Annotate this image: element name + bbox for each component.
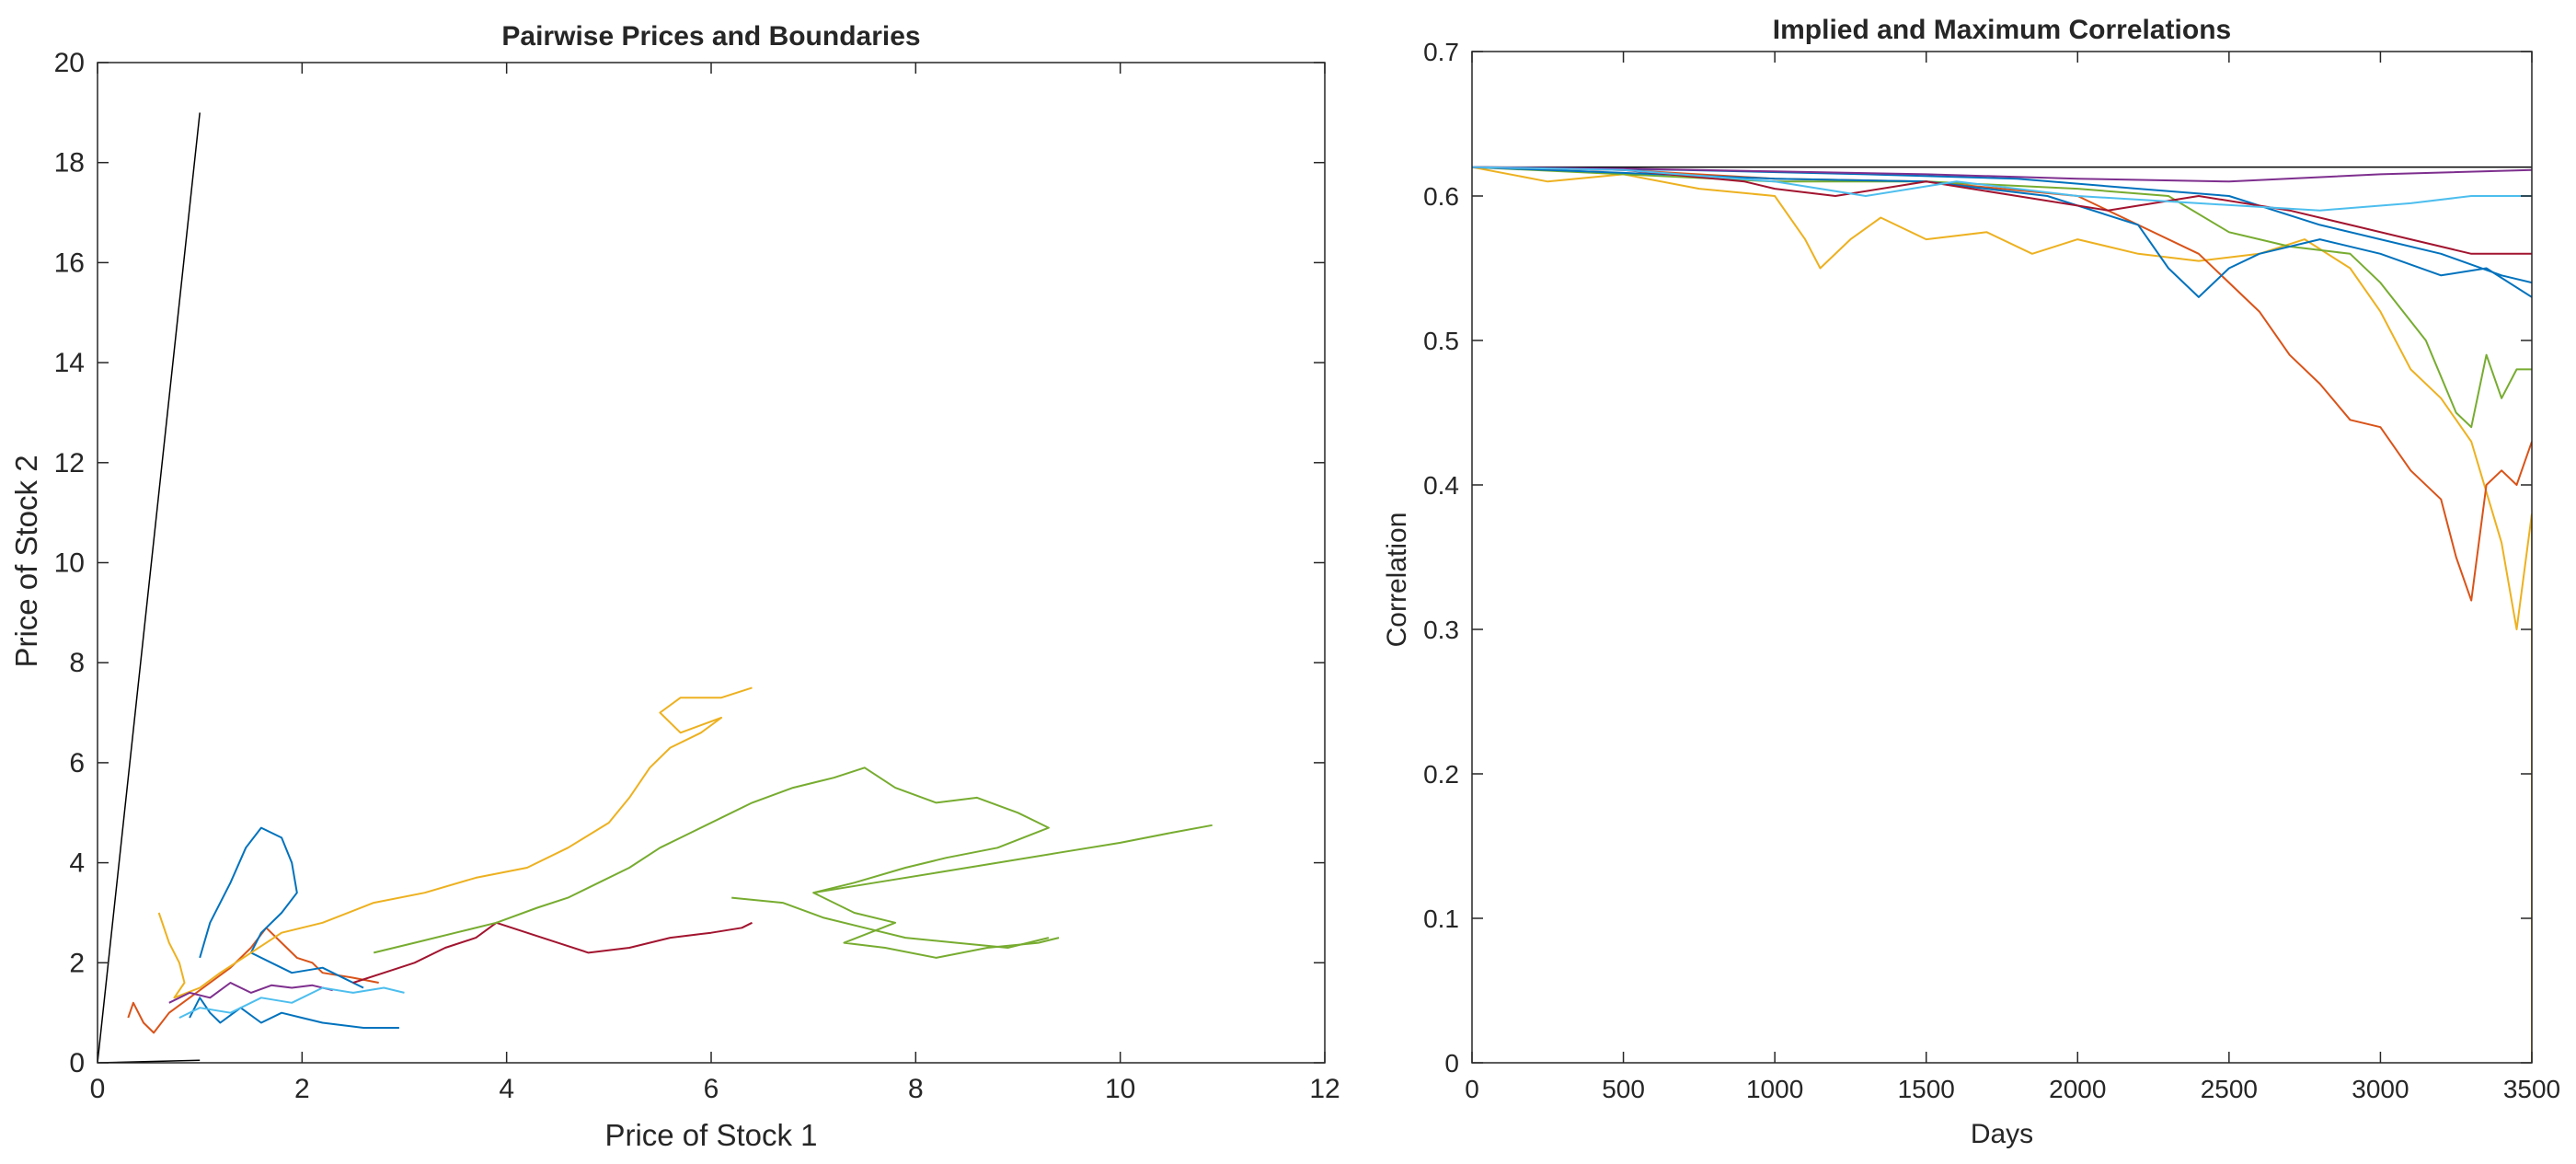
left-chart-series-line-9 <box>373 766 1060 959</box>
left-chart-series-line-8 <box>352 921 753 984</box>
left-chart-plot-area <box>98 112 1213 1063</box>
right-chart-title: Implied and Maximum Correlations <box>1773 15 2231 45</box>
right-chart-ytick-label-4: 0.4 <box>1423 471 1459 500</box>
left-chart-ytick-label-6: 12 <box>54 448 85 478</box>
left-chart-title: Pairwise Prices and Boundaries <box>501 21 920 52</box>
right-chart-xtick-label-7: 3500 <box>2503 1075 2560 1103</box>
left-chart-xtick-label-2: 4 <box>499 1074 514 1104</box>
left-chart-series-line-10 <box>813 824 1213 894</box>
left-chart-xtick-label-1: 2 <box>294 1074 310 1104</box>
right-chart-ylabel: Correlation <box>1382 513 1412 648</box>
right-chart-ytick-label-1: 0.1 <box>1423 905 1459 933</box>
left-chart-ytick-label-7: 14 <box>54 348 85 378</box>
left-chart-xlabel: Price of Stock 1 <box>604 1118 817 1152</box>
left-chart-ytick-label-3: 6 <box>69 748 85 778</box>
left-chart-series-line-3 <box>189 997 399 1029</box>
right-chart-ytick-label-5: 0.5 <box>1423 327 1459 355</box>
left-chart-ytick-label-4: 8 <box>69 648 85 678</box>
left-chart-panel: Pairwise Prices and Boundaries Price of … <box>9 21 1340 1152</box>
right-chart-xlabel: Days <box>1971 1119 2033 1149</box>
right-chart-series-line-8 <box>1472 166 2532 183</box>
right-chart-xtick-label-5: 2500 <box>2201 1075 2258 1103</box>
left-chart-ytick-label-1: 2 <box>69 948 85 978</box>
right-chart-xtick-label-2: 1000 <box>1746 1075 1803 1103</box>
left-chart-series-line-4 <box>199 826 364 989</box>
left-chart-ylabel: Price of Stock 2 <box>9 455 43 667</box>
right-chart-plot-area <box>1472 166 2532 1063</box>
right-chart-ytick-label-3: 0.3 <box>1423 616 1459 644</box>
right-chart-panel: Implied and Maximum Correlations Days Co… <box>1382 15 2560 1149</box>
left-chart-ytick-label-5: 10 <box>54 548 85 579</box>
right-chart-xtick-label-1: 500 <box>1602 1075 1645 1103</box>
right-chart-xtick-label-4: 2000 <box>2049 1075 2106 1103</box>
right-chart-series-line-9 <box>1472 166 2532 212</box>
left-chart-xtick-label-3: 6 <box>704 1074 719 1104</box>
left-chart-xtick-label-4: 8 <box>908 1074 924 1104</box>
right-chart-axes-box <box>1471 51 2533 1064</box>
left-chart-ytick-label-8: 16 <box>54 248 85 278</box>
right-chart-ytick-label-0: 0 <box>1444 1049 1459 1078</box>
right-chart-series-line-4 <box>1472 166 2532 429</box>
left-chart-xtick-label-5: 10 <box>1105 1074 1135 1104</box>
left-chart-ytick-label-10: 20 <box>54 48 85 78</box>
left-chart-series-line-0 <box>98 112 201 1063</box>
right-chart-xtick-label-0: 0 <box>1465 1075 1479 1103</box>
right-chart-series-line-7 <box>1472 166 2532 255</box>
left-chart-ytick-label-2: 4 <box>69 848 85 879</box>
right-chart-xtick-label-3: 1500 <box>1898 1075 1955 1103</box>
left-chart-xtick-label-6: 12 <box>1309 1074 1340 1104</box>
right-chart-ytick-label-7: 0.7 <box>1423 38 1459 66</box>
left-chart-xtick-label-0: 0 <box>90 1074 106 1104</box>
left-chart-series-line-11 <box>731 896 1050 949</box>
left-chart-series-line-6 <box>168 982 333 1004</box>
right-chart-series-line-1 <box>1472 166 2532 630</box>
left-chart-series-line-7 <box>178 986 405 1019</box>
right-chart-ytick-label-6: 0.6 <box>1423 182 1459 211</box>
left-chart-ytick-label-9: 18 <box>54 148 85 179</box>
left-chart-series-line-5 <box>157 686 753 999</box>
left-chart-ytick-label-0: 0 <box>69 1048 85 1078</box>
right-chart-ytick-label-2: 0.2 <box>1423 760 1459 789</box>
right-chart-series-line-5 <box>1472 166 2532 298</box>
right-chart-xtick-label-6: 3000 <box>2352 1075 2409 1103</box>
